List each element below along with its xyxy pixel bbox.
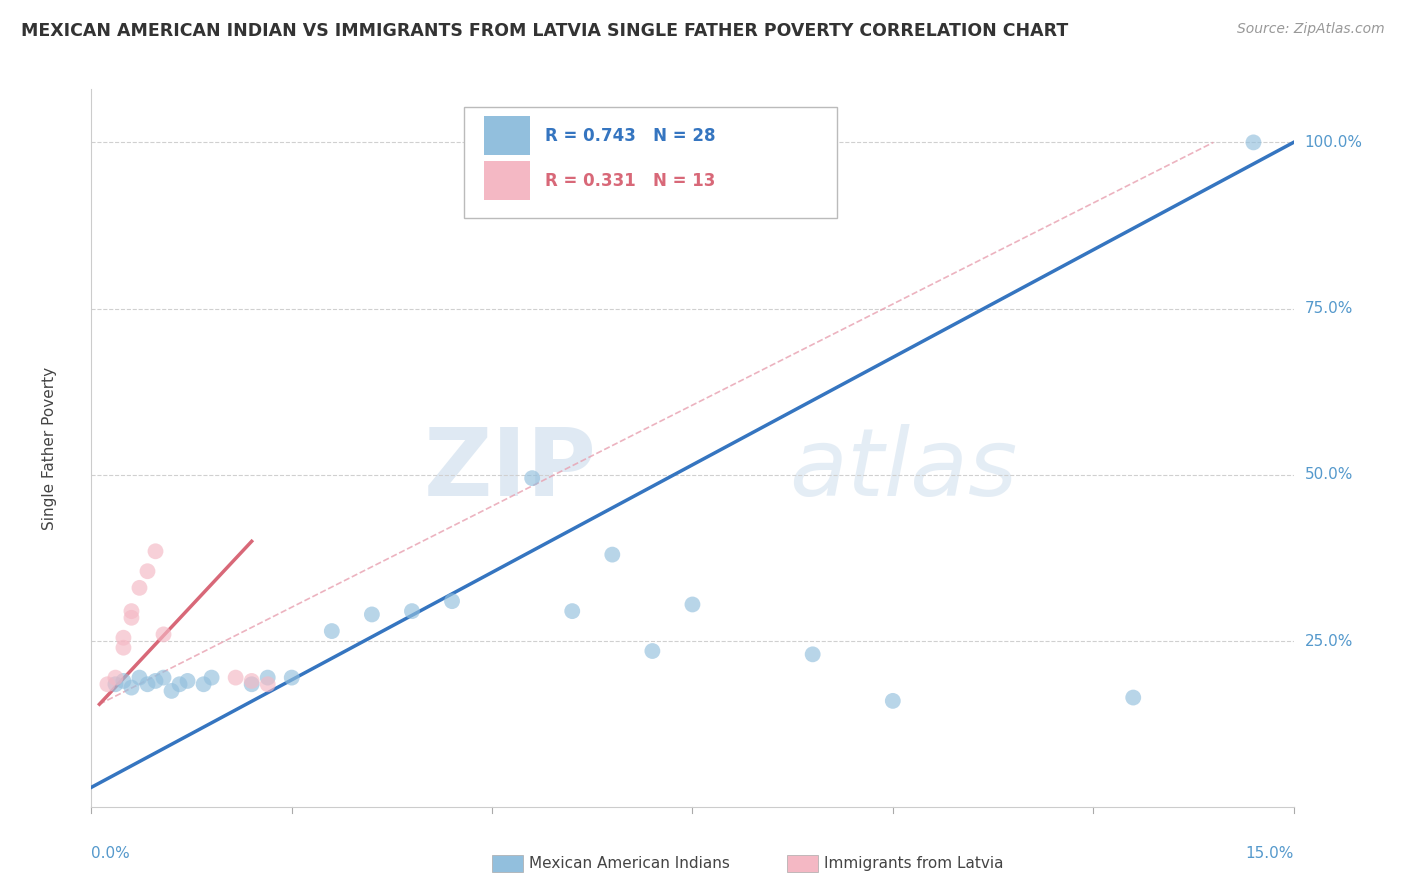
Bar (485, 161, 530, 201)
Point (602, 548, 624, 562)
Point (152, 627, 174, 641)
FancyBboxPatch shape (464, 107, 837, 219)
Point (160, 684, 183, 698)
Point (104, 677, 127, 691)
Bar (485, 116, 530, 155)
Point (401, 604, 423, 618)
Text: Immigrants from Latvia: Immigrants from Latvia (824, 856, 1004, 871)
Point (1122, 690, 1144, 705)
Text: 0.0%: 0.0% (91, 847, 131, 861)
Point (882, 694, 904, 708)
Point (121, 611, 143, 625)
Text: ZIP: ZIP (423, 424, 596, 516)
Point (121, 681, 143, 695)
Point (240, 677, 263, 691)
Text: MEXICAN AMERICAN INDIAN VS IMMIGRANTS FROM LATVIA SINGLE FATHER POVERTY CORRELAT: MEXICAN AMERICAN INDIAN VS IMMIGRANTS FR… (21, 22, 1069, 40)
Point (1243, 136, 1265, 150)
Point (128, 671, 150, 685)
Point (136, 564, 159, 578)
Point (801, 648, 824, 662)
Text: 50.0%: 50.0% (1305, 467, 1353, 483)
Point (321, 624, 343, 638)
Point (440, 594, 463, 608)
Point (225, 671, 247, 685)
Text: 25.0%: 25.0% (1305, 633, 1353, 648)
Point (201, 671, 224, 685)
Point (152, 671, 174, 685)
Point (256, 671, 278, 685)
Text: atlas: atlas (789, 425, 1017, 516)
Point (112, 640, 135, 655)
Point (136, 677, 159, 691)
Text: 100.0%: 100.0% (1305, 135, 1362, 150)
Point (176, 673, 198, 688)
Text: Source: ZipAtlas.com: Source: ZipAtlas.com (1237, 22, 1385, 37)
Point (121, 604, 143, 618)
Point (681, 598, 703, 612)
Point (112, 631, 135, 645)
Text: Mexican American Indians: Mexican American Indians (529, 856, 730, 871)
Text: 75.0%: 75.0% (1305, 301, 1353, 316)
Text: R = 0.743   N = 28: R = 0.743 N = 28 (544, 127, 716, 145)
Point (360, 607, 382, 622)
Point (145, 544, 167, 558)
Point (112, 673, 135, 688)
Point (281, 671, 304, 685)
Text: R = 0.331   N = 13: R = 0.331 N = 13 (544, 172, 716, 190)
Point (641, 644, 664, 658)
Point (169, 677, 191, 691)
Point (240, 673, 263, 688)
Point (522, 471, 544, 485)
Point (128, 581, 150, 595)
Text: 15.0%: 15.0% (1246, 847, 1294, 861)
Point (96, 677, 118, 691)
Point (193, 677, 215, 691)
Point (104, 671, 127, 685)
Point (145, 673, 167, 688)
Point (561, 604, 583, 618)
Text: Single Father Poverty: Single Father Poverty (42, 367, 56, 530)
Point (256, 677, 278, 691)
